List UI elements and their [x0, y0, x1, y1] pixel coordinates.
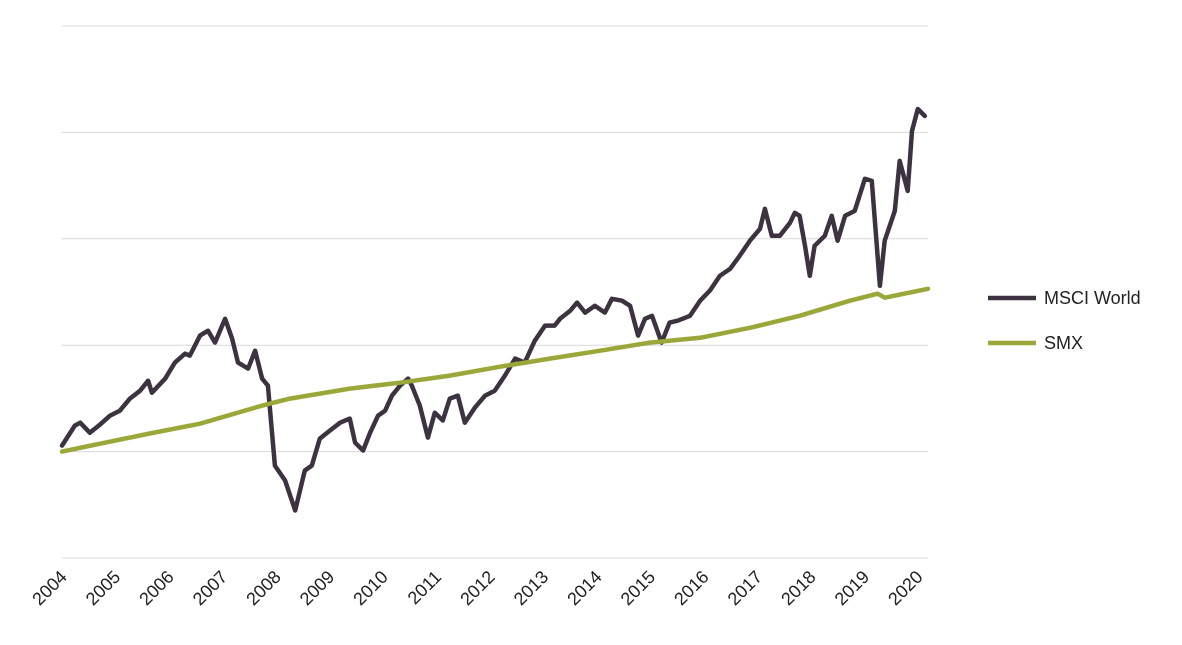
x-tick-label: 2017 [724, 567, 766, 609]
x-tick-label: 2014 [563, 567, 605, 609]
data-line [59, 106, 928, 513]
x-tick-label: 2019 [831, 567, 873, 609]
x-tick-label: 2010 [349, 567, 391, 609]
x-tick-label: 2016 [670, 567, 712, 609]
x-tick-label: 2020 [884, 567, 926, 609]
x-tick-label: 2018 [777, 567, 819, 609]
x-tick-label: 2007 [189, 567, 231, 609]
legend-label: MSCI World [1044, 288, 1141, 308]
x-tick-label: 2012 [456, 567, 498, 609]
legend-label: SMX [1044, 333, 1083, 353]
x-tick-label: 2005 [82, 567, 124, 609]
x-tick-label: 2008 [242, 567, 284, 609]
x-tick-label: 2004 [28, 567, 70, 609]
x-tick-label: 2011 [404, 567, 446, 609]
x-tick-label: 2006 [135, 567, 177, 609]
x-tick-label: 2009 [296, 567, 338, 609]
x-tick-label: 2015 [617, 567, 659, 609]
data-line [59, 286, 931, 454]
x-tick-label: 2013 [510, 567, 552, 609]
